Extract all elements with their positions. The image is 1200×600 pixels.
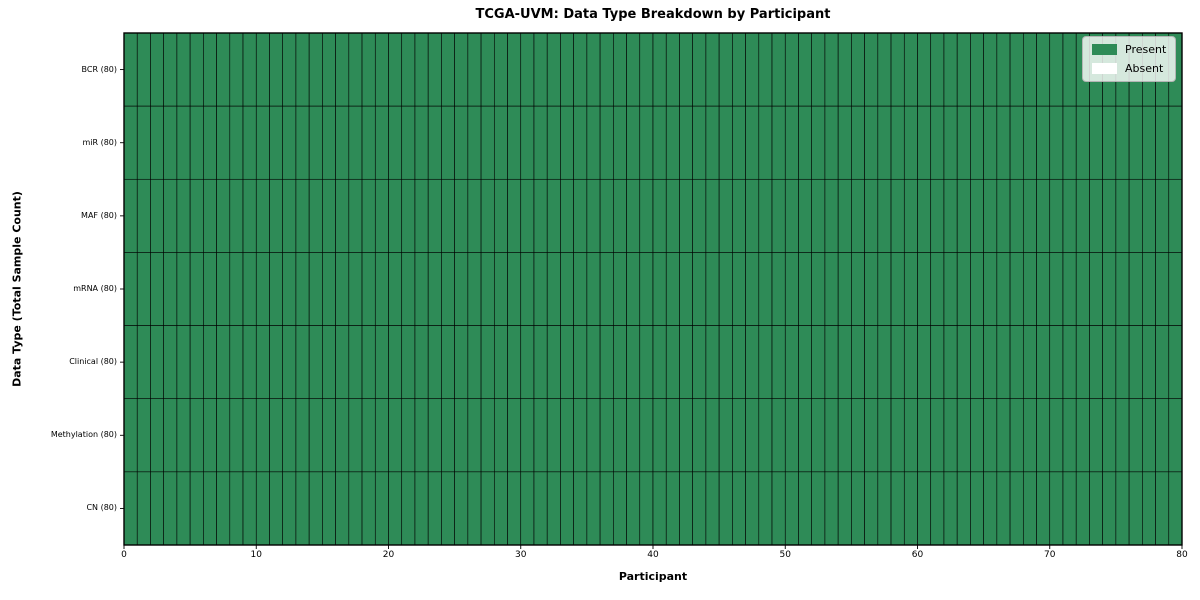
legend-label-present: Present — [1125, 43, 1167, 56]
y-tick-label-clinical: Clinical (80) — [69, 357, 117, 367]
x-axis-label: Participant — [618, 570, 688, 583]
x-tick-label: 50 — [779, 550, 791, 560]
chart-title: TCGA-UVM: Data Type Breakdown by Partici… — [475, 7, 831, 22]
legend-entry-absent: Absent — [1092, 62, 1166, 75]
y-tick-label-cn: CN (80) — [86, 503, 117, 513]
y-tick-label-methylation: Methylation (80) — [50, 430, 117, 440]
y-tick-label-mir: miR (80) — [82, 137, 117, 147]
legend-swatch-present-icon — [1092, 44, 1117, 55]
x-tick-label: 70 — [1044, 550, 1056, 560]
x-tick-label: 80 — [1176, 550, 1188, 560]
x-tick-label: 60 — [911, 550, 924, 560]
x-tick-label: 0 — [121, 550, 127, 560]
x-tick-label: 40 — [647, 550, 659, 560]
y-tick-label-maf: MAF (80) — [81, 210, 117, 220]
legend-entry-present: Present — [1092, 43, 1166, 56]
y-tick-label-mrna: mRNA (80) — [73, 284, 117, 293]
y-tick-label-bcr: BCR (80) — [81, 64, 117, 74]
x-tick-label: 10 — [250, 550, 262, 560]
x-tick-label: 30 — [515, 550, 527, 560]
legend-label-absent: Absent — [1125, 62, 1164, 75]
x-tick-label: 20 — [382, 550, 395, 560]
legend: Present Absent — [1082, 36, 1177, 82]
legend-swatch-absent-icon — [1092, 63, 1117, 74]
